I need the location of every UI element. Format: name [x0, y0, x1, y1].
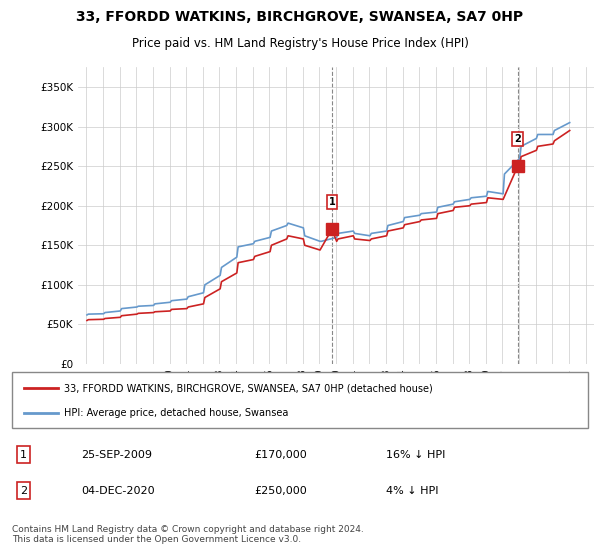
- Text: 2: 2: [20, 486, 27, 496]
- Text: 4% ↓ HPI: 4% ↓ HPI: [386, 486, 439, 496]
- Text: 1: 1: [20, 450, 27, 460]
- Text: 33, FFORDD WATKINS, BIRCHGROVE, SWANSEA, SA7 0HP (detached house): 33, FFORDD WATKINS, BIRCHGROVE, SWANSEA,…: [64, 383, 433, 393]
- Text: £250,000: £250,000: [254, 486, 307, 496]
- Text: Contains HM Land Registry data © Crown copyright and database right 2024.
This d: Contains HM Land Registry data © Crown c…: [12, 525, 364, 544]
- Text: Price paid vs. HM Land Registry's House Price Index (HPI): Price paid vs. HM Land Registry's House …: [131, 37, 469, 50]
- Text: 33, FFORDD WATKINS, BIRCHGROVE, SWANSEA, SA7 0HP: 33, FFORDD WATKINS, BIRCHGROVE, SWANSEA,…: [76, 10, 524, 24]
- Text: 16% ↓ HPI: 16% ↓ HPI: [386, 450, 446, 460]
- Text: HPI: Average price, detached house, Swansea: HPI: Average price, detached house, Swan…: [64, 408, 288, 418]
- FancyBboxPatch shape: [12, 372, 588, 428]
- Text: 1: 1: [328, 197, 335, 207]
- Text: £170,000: £170,000: [254, 450, 307, 460]
- Text: 04-DEC-2020: 04-DEC-2020: [81, 486, 155, 496]
- Text: 2: 2: [514, 134, 521, 144]
- Text: 25-SEP-2009: 25-SEP-2009: [81, 450, 152, 460]
